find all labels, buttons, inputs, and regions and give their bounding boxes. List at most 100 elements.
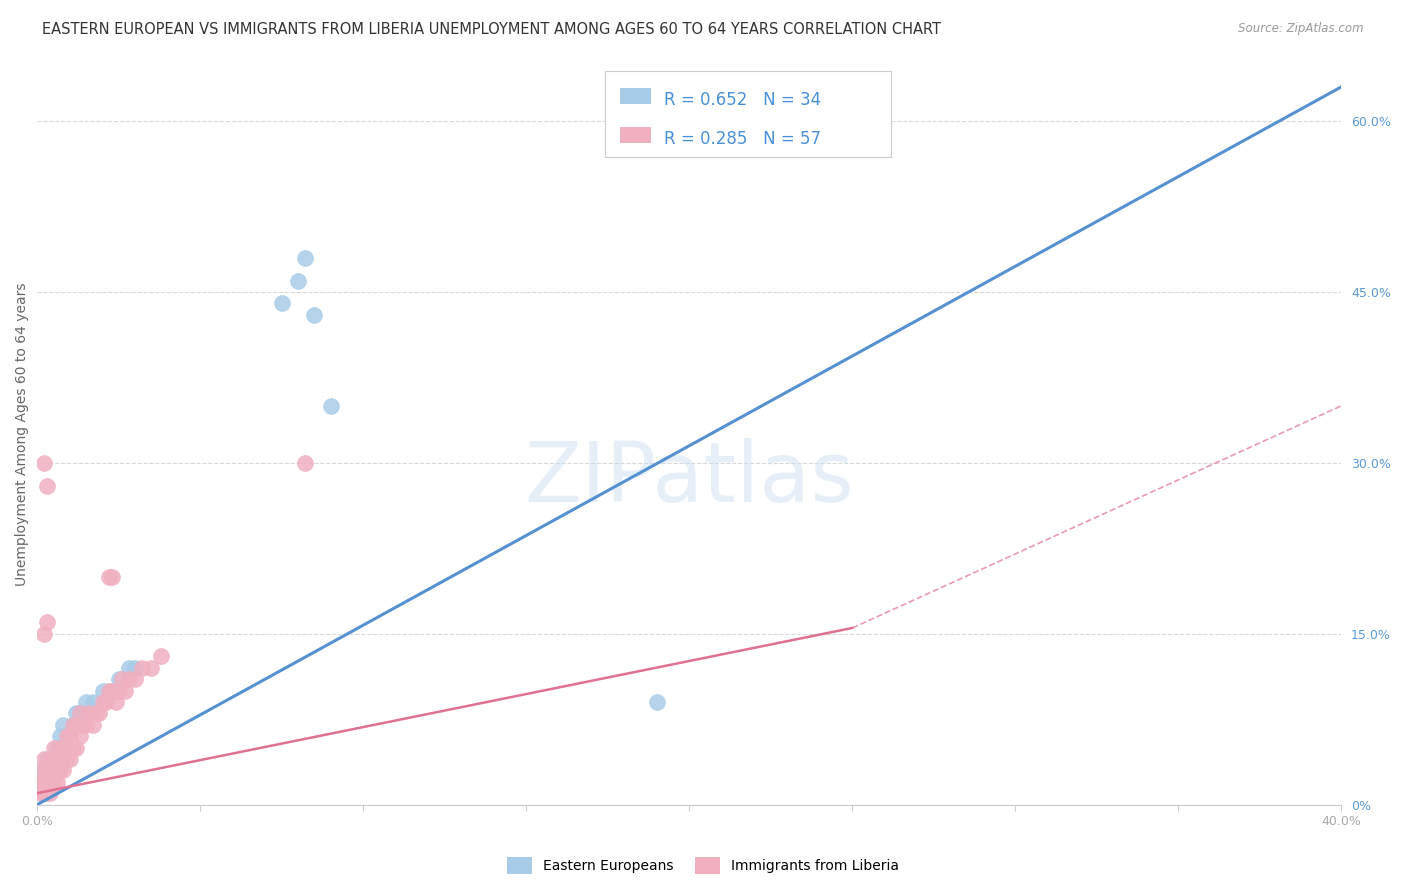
Point: [30, 786, 52, 800]
Point: [108, 672, 131, 686]
Point: [98, 683, 121, 698]
Point: [108, 683, 131, 698]
FancyBboxPatch shape: [605, 71, 891, 157]
Point: [49, 729, 72, 743]
Point: [287, 273, 309, 287]
Point: [59, 729, 82, 743]
Point: [101, 570, 124, 584]
Point: [49, 740, 72, 755]
Point: [65, 740, 87, 755]
Point: [39, 774, 62, 789]
Text: Source: ZipAtlas.com: Source: ZipAtlas.com: [1239, 22, 1364, 36]
Point: [37, 615, 59, 630]
Point: [94, 695, 117, 709]
Point: [131, 661, 153, 675]
Point: [59, 752, 82, 766]
Point: [37, 786, 59, 800]
Point: [39, 786, 62, 800]
Point: [69, 706, 91, 721]
Point: [114, 683, 136, 698]
Point: [32, 456, 55, 470]
Y-axis label: Unemployment Among Ages 60 to 64 years: Unemployment Among Ages 60 to 64 years: [15, 283, 30, 586]
Point: [37, 478, 59, 492]
FancyBboxPatch shape: [620, 88, 651, 104]
Point: [117, 672, 139, 686]
Point: [101, 683, 124, 698]
Point: [91, 683, 114, 698]
Point: [124, 672, 146, 686]
Point: [150, 649, 173, 664]
Point: [45, 764, 67, 778]
Point: [270, 296, 292, 310]
Point: [304, 308, 326, 322]
Point: [59, 729, 82, 743]
Point: [98, 570, 121, 584]
Point: [42, 764, 65, 778]
Point: [42, 764, 65, 778]
Point: [111, 672, 134, 686]
Point: [645, 695, 668, 709]
Point: [89, 706, 111, 721]
Point: [69, 729, 91, 743]
Point: [39, 764, 62, 778]
Point: [32, 764, 55, 778]
Point: [52, 740, 75, 755]
Point: [32, 786, 55, 800]
Point: [37, 774, 59, 789]
Point: [52, 718, 75, 732]
Point: [62, 718, 84, 732]
Point: [55, 729, 77, 743]
Point: [52, 740, 75, 755]
Point: [32, 752, 55, 766]
Point: [49, 752, 72, 766]
Point: [42, 752, 65, 766]
Point: [32, 786, 55, 800]
Point: [39, 752, 62, 766]
Point: [124, 661, 146, 675]
Text: R = 0.652   N = 34: R = 0.652 N = 34: [664, 91, 821, 110]
Point: [75, 718, 97, 732]
Legend: Eastern Europeans, Immigrants from Liberia: Eastern Europeans, Immigrants from Liber…: [501, 850, 905, 880]
Point: [30, 774, 52, 789]
Point: [75, 695, 97, 709]
Point: [30, 764, 52, 778]
Point: [52, 764, 75, 778]
Point: [117, 661, 139, 675]
Point: [55, 752, 77, 766]
Point: [45, 774, 67, 789]
Point: [294, 456, 316, 470]
Point: [62, 740, 84, 755]
Point: [82, 695, 104, 709]
Text: ZIPatlas: ZIPatlas: [524, 438, 855, 519]
Point: [82, 718, 104, 732]
Point: [32, 774, 55, 789]
Point: [141, 661, 163, 675]
Point: [37, 764, 59, 778]
Point: [65, 706, 87, 721]
Point: [62, 718, 84, 732]
Point: [37, 774, 59, 789]
Point: [45, 752, 67, 766]
Point: [98, 683, 121, 698]
Point: [30, 786, 52, 800]
Point: [79, 706, 101, 721]
Point: [294, 251, 316, 265]
Point: [84, 706, 107, 721]
Text: R = 0.285   N = 57: R = 0.285 N = 57: [664, 130, 821, 148]
Point: [32, 626, 55, 640]
Text: EASTERN EUROPEAN VS IMMIGRANTS FROM LIBERIA UNEMPLOYMENT AMONG AGES 60 TO 64 YEA: EASTERN EUROPEAN VS IMMIGRANTS FROM LIBE…: [42, 22, 941, 37]
Point: [319, 399, 342, 413]
Point: [49, 764, 72, 778]
Point: [42, 740, 65, 755]
Point: [72, 718, 94, 732]
Point: [104, 695, 127, 709]
Point: [55, 729, 77, 743]
Point: [65, 718, 87, 732]
FancyBboxPatch shape: [620, 127, 651, 143]
Point: [69, 706, 91, 721]
Point: [91, 695, 114, 709]
Point: [42, 774, 65, 789]
Point: [39, 774, 62, 789]
Point: [45, 740, 67, 755]
Point: [37, 752, 59, 766]
